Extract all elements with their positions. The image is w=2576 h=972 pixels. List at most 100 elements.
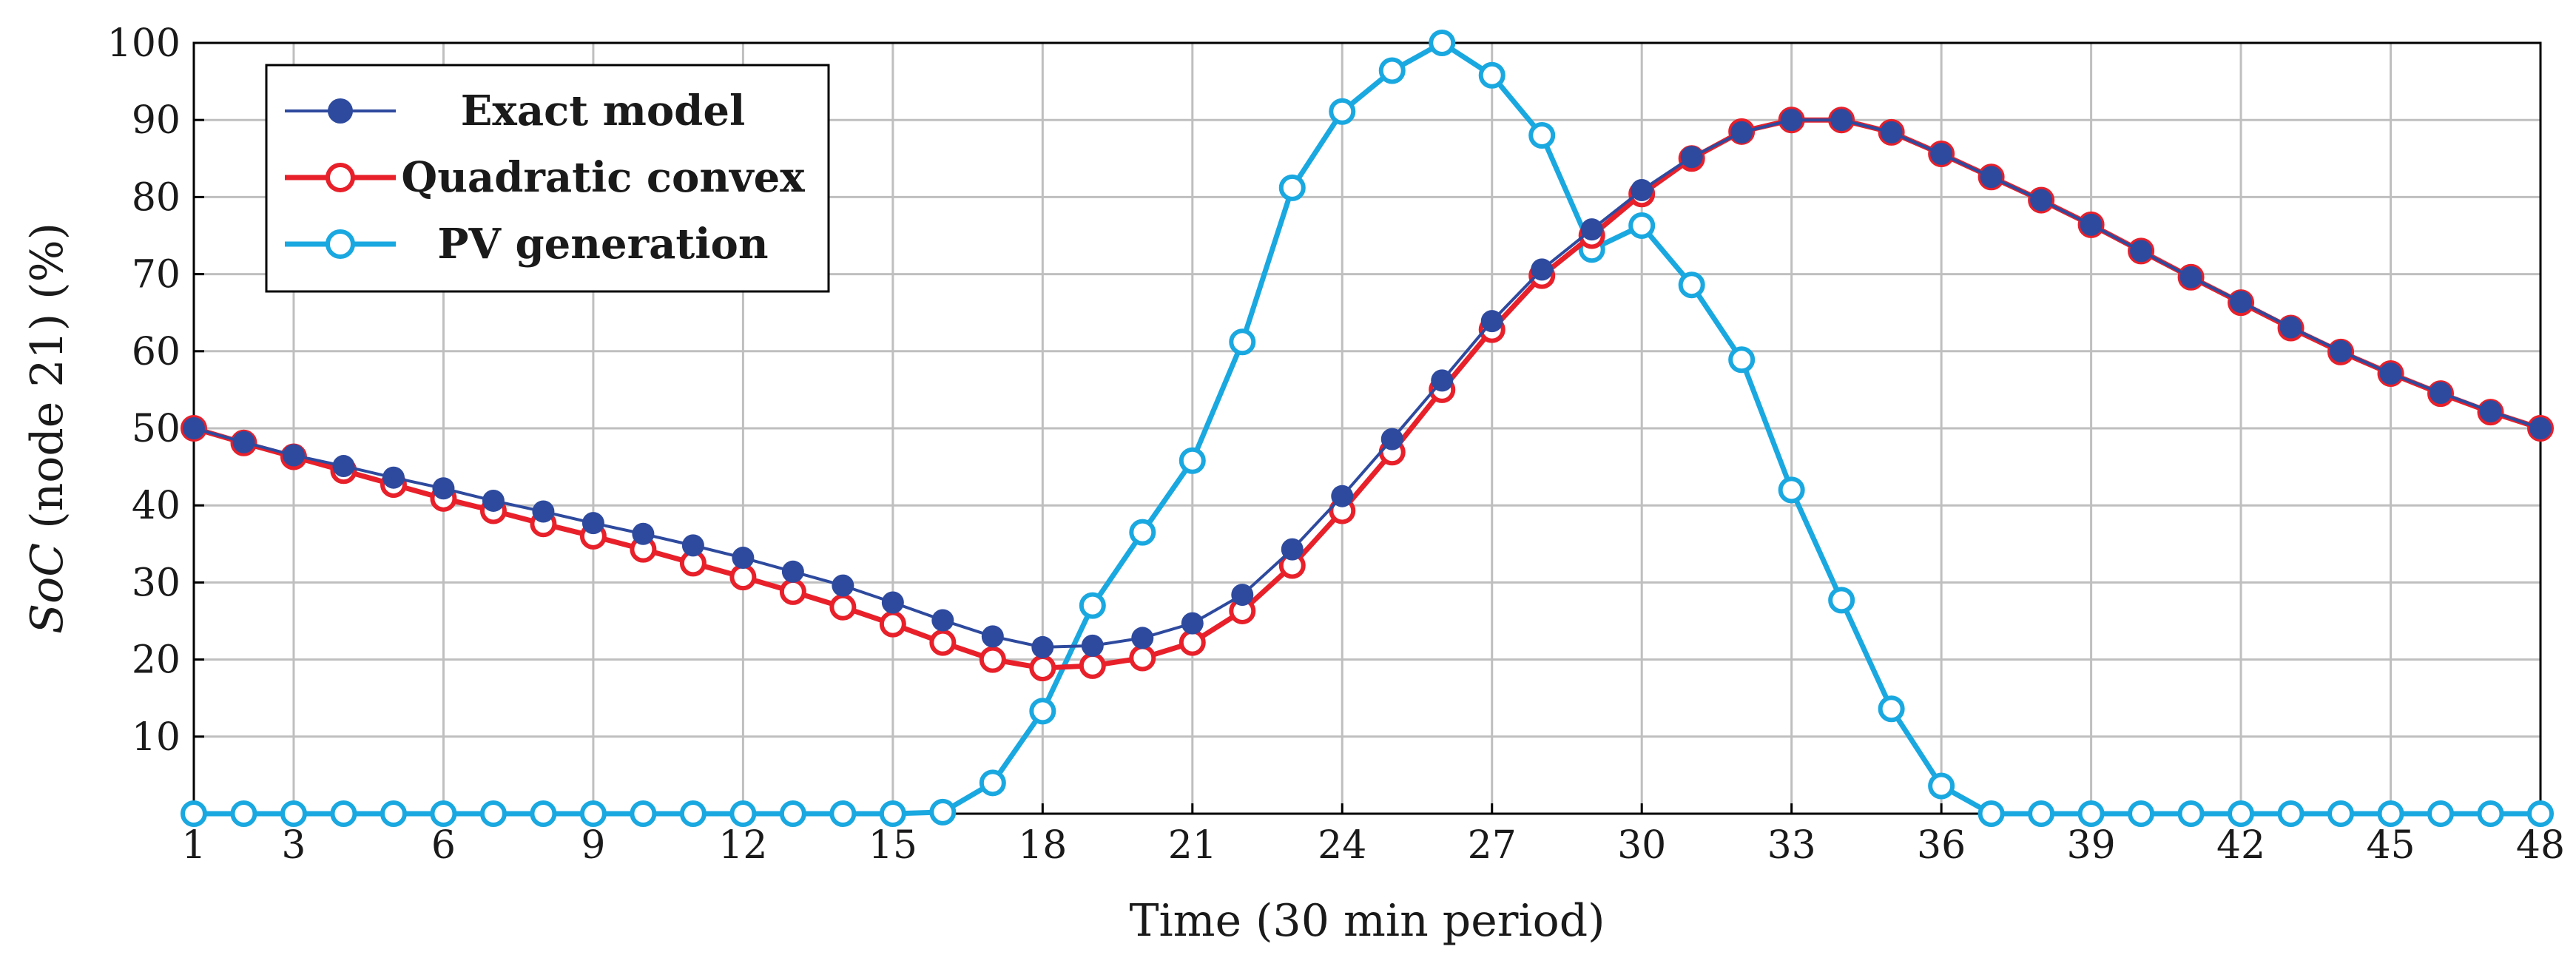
data-point xyxy=(1380,428,1403,450)
data-point xyxy=(532,500,555,523)
y-axis-title-rest: (node 21) (%) xyxy=(21,223,73,543)
data-point xyxy=(1179,447,1206,474)
data-point xyxy=(929,798,957,826)
data-point xyxy=(732,547,755,570)
data-point xyxy=(1431,369,1454,392)
data-point xyxy=(2330,340,2353,362)
data-point xyxy=(681,534,704,557)
data-point xyxy=(1329,98,1356,125)
data-point xyxy=(1930,143,1953,166)
data-point xyxy=(1129,644,1156,672)
data-point xyxy=(181,800,207,827)
data-point xyxy=(2230,291,2253,314)
x-tick-label: 1 xyxy=(181,823,206,868)
data-point xyxy=(979,769,1006,797)
series-exact-model xyxy=(183,109,2552,658)
data-point xyxy=(382,466,405,489)
y-tick-label: 30 xyxy=(132,561,181,605)
data-point xyxy=(2228,800,2255,827)
data-point xyxy=(1728,346,1756,374)
legend-marker xyxy=(326,163,355,192)
data-point xyxy=(1229,328,1256,356)
data-point xyxy=(2479,400,2502,423)
x-tick-label: 9 xyxy=(581,823,605,868)
data-point xyxy=(2477,800,2504,827)
x-tick-label: 24 xyxy=(1318,823,1366,868)
data-point xyxy=(2179,266,2202,288)
data-point xyxy=(1281,538,1304,561)
data-point xyxy=(879,800,906,827)
data-point xyxy=(1628,212,1656,239)
data-point xyxy=(432,477,455,500)
data-point xyxy=(1778,476,1805,504)
data-point xyxy=(1828,587,1855,614)
data-point xyxy=(2527,800,2554,827)
data-point xyxy=(931,609,954,632)
data-point xyxy=(1680,146,1703,169)
data-point xyxy=(1880,121,1903,144)
data-point xyxy=(1378,57,1406,84)
data-point xyxy=(1531,258,1554,281)
data-point xyxy=(1580,218,1603,241)
data-point xyxy=(1980,166,2003,189)
data-point xyxy=(1129,519,1156,546)
data-point xyxy=(1179,629,1206,656)
data-point xyxy=(1928,772,1955,800)
legend-item: Quadratic convex xyxy=(285,153,805,202)
data-point xyxy=(1429,30,1456,56)
data-point xyxy=(2128,800,2155,827)
series xyxy=(181,30,2554,827)
x-tick-label: 45 xyxy=(2366,823,2415,868)
y-tick-label: 40 xyxy=(132,484,181,528)
x-tick-label: 42 xyxy=(2216,823,2265,868)
data-point xyxy=(1079,652,1106,679)
legend-label: Quadratic convex xyxy=(401,153,805,202)
x-tick-label: 12 xyxy=(718,823,767,868)
data-point xyxy=(1780,109,1803,132)
data-point xyxy=(881,591,904,614)
data-point xyxy=(1181,612,1204,635)
data-point xyxy=(332,455,355,478)
data-point xyxy=(2077,800,2105,827)
data-point xyxy=(2427,800,2455,827)
data-point xyxy=(1977,800,2005,827)
data-point xyxy=(1081,634,1104,657)
data-point xyxy=(829,593,857,621)
data-point xyxy=(929,629,957,656)
data-point xyxy=(779,800,806,827)
data-point xyxy=(1331,485,1354,507)
x-tick-label: 48 xyxy=(2516,823,2565,868)
y-tick-label: 50 xyxy=(132,407,181,451)
x-tick-label: 30 xyxy=(1617,823,1666,868)
data-point xyxy=(979,646,1006,673)
data-point xyxy=(829,800,857,827)
data-point xyxy=(2379,362,2402,385)
x-tick-label: 21 xyxy=(1168,823,1217,868)
data-point xyxy=(2430,382,2452,405)
data-point xyxy=(1131,627,1154,649)
data-point xyxy=(1231,584,1254,607)
data-point xyxy=(832,574,854,597)
data-point xyxy=(2130,240,2153,263)
data-point xyxy=(879,610,906,638)
x-tick-label: 33 xyxy=(1767,823,1816,868)
axis-ticks: 1 3 6 9 12 15 18 21 24 27 30 33 36 39 42 45 481020304050… xyxy=(107,21,2565,868)
x-axis-title: Time (30 min period) xyxy=(1129,895,1605,947)
data-point xyxy=(2327,800,2355,827)
y-tick-label: 100 xyxy=(107,21,181,66)
data-point xyxy=(579,800,607,827)
data-point xyxy=(282,444,305,467)
data-point xyxy=(1079,592,1106,619)
data-point xyxy=(2030,189,2053,212)
x-tick-label: 3 xyxy=(281,823,306,868)
data-point xyxy=(2377,800,2404,827)
data-point xyxy=(183,417,205,439)
x-tick-label: 27 xyxy=(1468,823,1517,868)
y-axis-title-italic: SoC xyxy=(21,543,73,634)
data-point xyxy=(632,522,655,545)
data-point xyxy=(1031,635,1054,658)
data-point xyxy=(479,800,507,827)
data-point xyxy=(679,800,707,827)
y-tick-label: 10 xyxy=(132,715,181,760)
y-tick-label: 70 xyxy=(132,253,181,297)
